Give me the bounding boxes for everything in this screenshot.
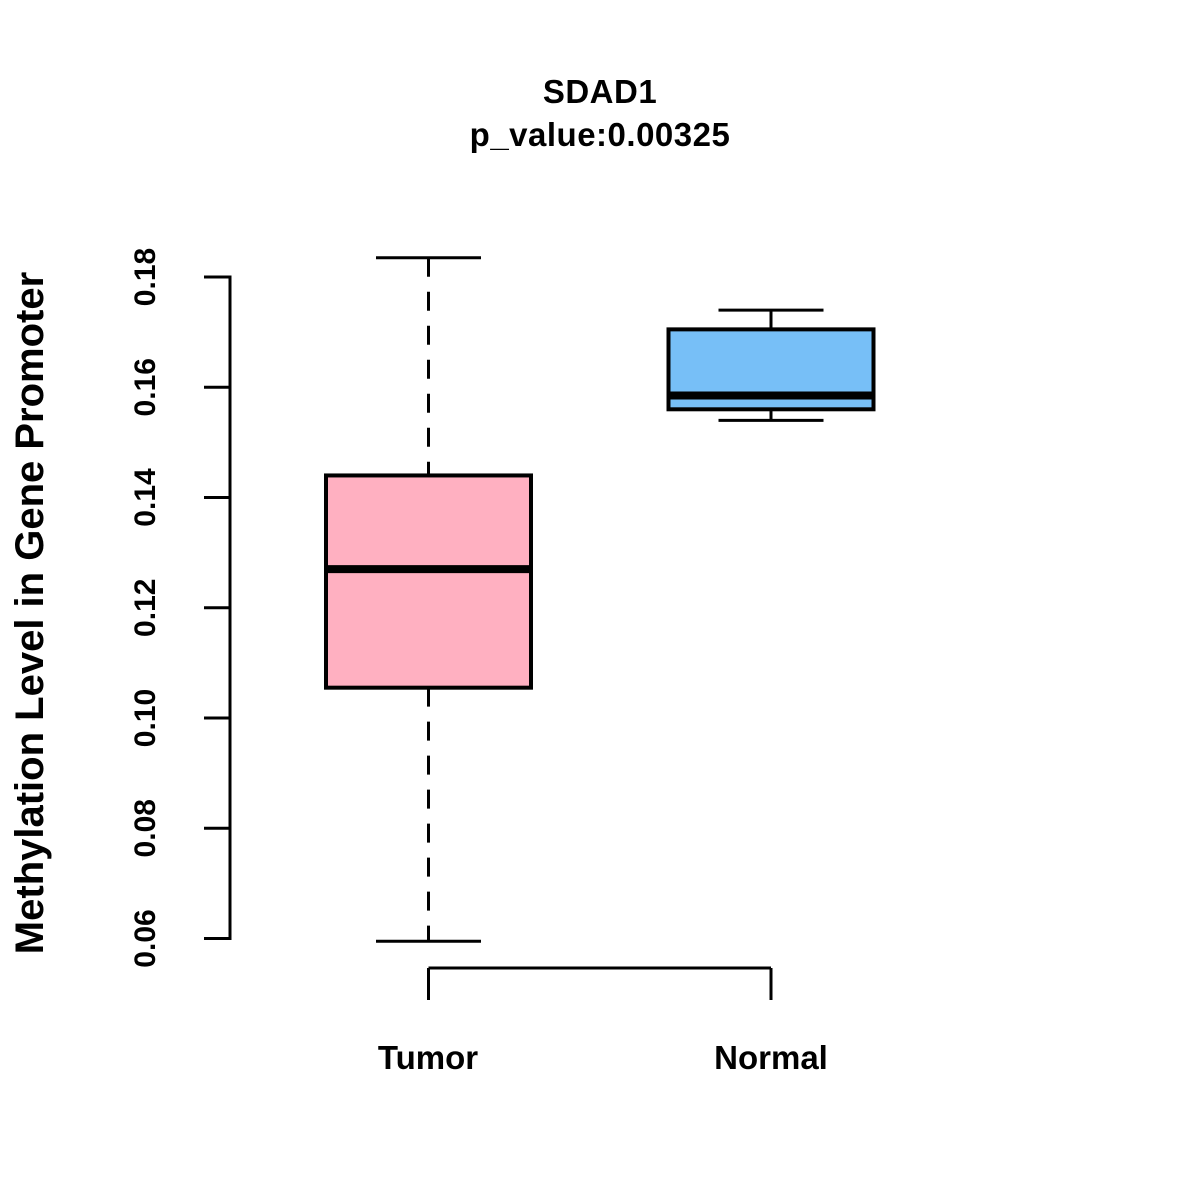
- chart-title: SDAD1: [542, 73, 658, 110]
- y-tick-label: 0.08: [129, 799, 162, 857]
- x-tick-label-tumor: Tumor: [377, 1039, 479, 1076]
- y-tick-label: 0.18: [129, 248, 162, 306]
- chart-subtitle: p_value:0.00325: [469, 116, 731, 153]
- y-tick-label: 0.06: [129, 909, 162, 967]
- y-tick-label: 0.10: [129, 689, 162, 747]
- chart-title-block: SDAD1 p_value:0.00325: [0, 70, 1200, 156]
- y-tick-label: 0.12: [129, 579, 162, 637]
- box-tumor: [324, 473, 533, 690]
- y-tick-label: 0.16: [129, 358, 162, 416]
- y-tick-label: 0.14: [129, 468, 162, 527]
- x-tick-label-normal: Normal: [714, 1039, 828, 1076]
